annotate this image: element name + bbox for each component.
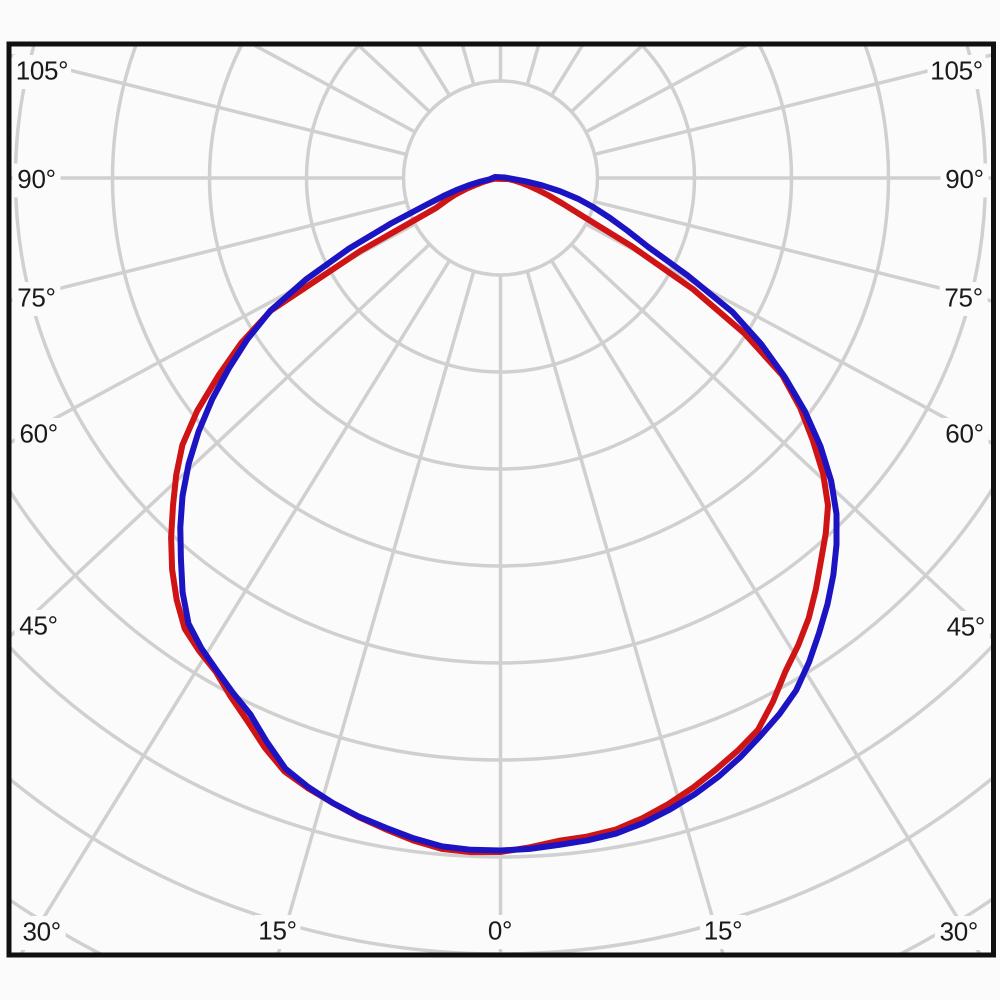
svg-text:45°: 45° bbox=[19, 611, 57, 641]
svg-text:90°: 90° bbox=[17, 164, 55, 194]
svg-text:60°: 60° bbox=[19, 419, 57, 449]
svg-text:0°: 0° bbox=[488, 916, 512, 946]
svg-text:105°: 105° bbox=[930, 56, 983, 86]
svg-text:15°: 15° bbox=[704, 916, 742, 946]
svg-text:75°: 75° bbox=[17, 283, 55, 313]
svg-text:30°: 30° bbox=[940, 917, 978, 947]
svg-text:30°: 30° bbox=[22, 917, 60, 947]
svg-text:15°: 15° bbox=[258, 916, 296, 946]
svg-text:45°: 45° bbox=[947, 612, 985, 642]
svg-text:90°: 90° bbox=[945, 164, 983, 194]
svg-text:105°: 105° bbox=[16, 56, 69, 86]
svg-text:75°: 75° bbox=[944, 283, 982, 313]
svg-text:60°: 60° bbox=[945, 419, 983, 449]
